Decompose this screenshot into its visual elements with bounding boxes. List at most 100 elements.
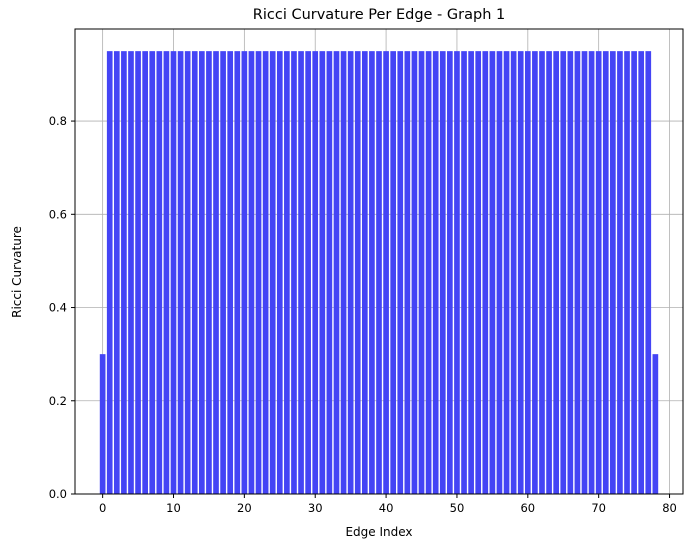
bar-edge-77	[645, 51, 652, 494]
bar-edge-39	[376, 51, 382, 494]
bar-edge-72	[610, 51, 616, 494]
bar-edge-50	[454, 51, 460, 494]
bar-edge-6	[142, 51, 148, 494]
bar-edge-45	[418, 51, 425, 494]
x-tick-label-1: 10	[166, 501, 181, 515]
bar-edge-65	[560, 51, 567, 494]
bar-edge-69	[588, 51, 595, 494]
chart-title: Ricci Curvature Per Edge - Graph 1	[253, 7, 505, 23]
bar-edge-71	[602, 51, 609, 494]
bar-edge-11	[177, 51, 184, 494]
bar-edge-62	[539, 51, 545, 494]
bar-edge-15	[206, 51, 212, 494]
y-tick-label-4: 0.8	[49, 114, 67, 128]
bar-edge-14	[199, 51, 205, 494]
x-tick-label-2: 20	[237, 501, 252, 515]
x-axis-label: Edge Index	[345, 525, 412, 539]
bar-edge-25	[276, 51, 283, 494]
bar-edge-58	[510, 51, 517, 494]
bar-edge-42	[397, 51, 404, 494]
y-axis-ticks: 0.0 0.2 0.4 0.6 0.8	[49, 114, 75, 501]
bar-edge-1	[106, 51, 113, 494]
bar-edge-60	[524, 51, 531, 494]
y-tick-label-3: 0.6	[49, 207, 67, 221]
bar-edge-68	[581, 51, 588, 494]
bar-edge-8	[156, 51, 163, 494]
bar-edge-13	[191, 51, 198, 494]
x-tick-label-3: 30	[308, 501, 323, 515]
bar-edge-2	[113, 51, 120, 494]
bar-edge-44	[411, 51, 418, 494]
bar-edge-17	[220, 51, 226, 494]
bar-edge-37	[361, 51, 368, 494]
bar-edge-22	[255, 51, 262, 494]
bar-edge-34	[340, 51, 347, 494]
bar-edge-51	[461, 51, 467, 494]
bar-edge-41	[390, 51, 397, 494]
bar-edge-21	[248, 51, 255, 494]
bar-edge-76	[638, 51, 645, 494]
x-tick-label-8: 80	[662, 501, 677, 515]
bar-edge-53	[475, 51, 482, 494]
bar-edge-64	[553, 51, 559, 494]
bar-edge-0	[99, 354, 106, 494]
bar-edge-3	[121, 51, 127, 494]
bar-edge-24	[269, 51, 276, 494]
bar-edge-16	[213, 51, 219, 494]
bar-edge-7	[149, 51, 156, 494]
bar-edge-74	[624, 51, 630, 494]
y-tick-label-2: 0.4	[49, 301, 67, 315]
bar-edge-30	[312, 51, 319, 494]
bar-edge-31	[319, 51, 326, 494]
bar-edge-54	[482, 51, 489, 494]
x-tick-label-5: 50	[450, 501, 465, 515]
bar-edge-35	[347, 51, 354, 494]
bar-edge-12	[184, 51, 191, 494]
bar-edge-33	[333, 51, 340, 494]
bar-edge-47	[432, 51, 439, 494]
bar-edge-57	[503, 51, 510, 494]
bar-edge-55	[489, 51, 496, 494]
bar-edge-10	[170, 51, 177, 494]
bar-edge-28	[298, 51, 304, 494]
bar-edge-56	[496, 51, 503, 494]
plot-frame	[74, 28, 684, 495]
bar-edge-38	[369, 51, 375, 494]
x-tick-label-6: 60	[520, 501, 535, 515]
bar-edge-23	[262, 51, 269, 494]
y-tick-label-0: 0.0	[49, 487, 67, 501]
bar-edge-43	[404, 51, 411, 494]
x-tick-label-4: 40	[379, 501, 394, 515]
bar-edge-59	[517, 51, 524, 494]
bar-edge-46	[425, 51, 432, 494]
x-axis-ticks: 0 10 20 30 40 50 60 70 80	[99, 494, 677, 515]
bar-edge-36	[354, 51, 361, 494]
bar-edge-20	[241, 51, 248, 494]
bar-edge-75	[631, 51, 637, 494]
bar-edge-9	[163, 51, 170, 494]
bar-edge-78	[652, 354, 659, 494]
x-tick-label-7: 70	[591, 501, 606, 515]
bar-edge-29	[305, 51, 311, 494]
bar-edge-67	[574, 51, 581, 494]
bar-edge-40	[383, 51, 389, 494]
x-tick-label-0: 0	[99, 501, 106, 515]
bar-edge-61	[532, 51, 538, 494]
bar-edge-66	[567, 51, 574, 494]
bar-edge-27	[291, 51, 297, 494]
bar-edge-19	[234, 51, 241, 494]
bar-edge-63	[546, 51, 552, 494]
bar-edge-48	[439, 51, 446, 494]
bar-edge-18	[227, 51, 234, 494]
y-axis-label: Ricci Curvature	[10, 226, 24, 318]
bar-edge-4	[128, 51, 134, 494]
bar-edge-73	[617, 51, 623, 494]
bar-series	[99, 51, 659, 494]
bar-edge-49	[447, 51, 453, 494]
bar-edge-5	[135, 51, 141, 494]
bar-edge-26	[284, 51, 290, 494]
bar-edge-32	[326, 51, 333, 494]
y-tick-label-1: 0.2	[49, 394, 67, 408]
bar-edge-52	[468, 51, 474, 494]
